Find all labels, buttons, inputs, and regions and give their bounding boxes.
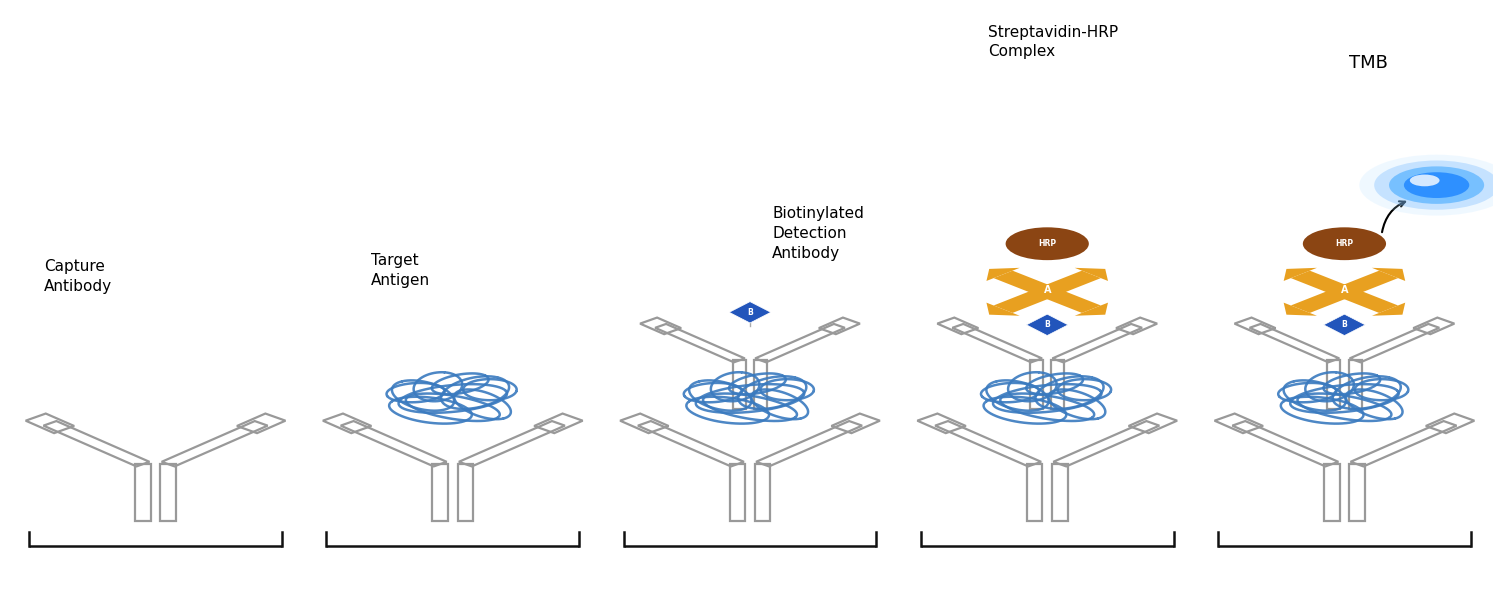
Text: A: A — [1341, 285, 1348, 295]
Text: Streptavidin-HRP
Complex: Streptavidin-HRP Complex — [988, 25, 1118, 59]
Bar — [432, 464, 448, 521]
Circle shape — [1005, 227, 1089, 260]
Text: Biotinylated
Detection
Antibody: Biotinylated Detection Antibody — [772, 206, 864, 261]
Bar — [734, 361, 746, 409]
Polygon shape — [1323, 314, 1365, 335]
Circle shape — [1389, 166, 1484, 204]
Polygon shape — [987, 268, 1020, 281]
Polygon shape — [1074, 302, 1108, 316]
Text: Capture
Antibody: Capture Antibody — [44, 259, 112, 294]
Bar — [160, 464, 176, 521]
Polygon shape — [987, 302, 1020, 316]
Circle shape — [1410, 175, 1440, 186]
Text: Target
Antigen: Target Antigen — [370, 253, 430, 288]
Polygon shape — [1074, 268, 1108, 281]
Text: B: B — [1341, 320, 1347, 329]
Bar — [458, 464, 472, 521]
Bar — [135, 464, 150, 521]
Bar — [1052, 464, 1068, 521]
Polygon shape — [1284, 268, 1317, 281]
Text: TMB: TMB — [1348, 54, 1388, 72]
Text: HRP: HRP — [1038, 239, 1056, 248]
Polygon shape — [1292, 271, 1398, 313]
Polygon shape — [993, 271, 1101, 313]
Text: HRP: HRP — [1335, 239, 1353, 248]
Circle shape — [1404, 172, 1470, 198]
Circle shape — [1359, 155, 1500, 215]
Bar — [1324, 464, 1340, 521]
Polygon shape — [1372, 302, 1406, 316]
Bar — [1350, 464, 1365, 521]
Text: A: A — [1044, 285, 1052, 295]
Circle shape — [1304, 227, 1386, 260]
Polygon shape — [1284, 302, 1317, 316]
Bar — [754, 464, 771, 521]
Polygon shape — [729, 302, 771, 323]
Bar — [1328, 361, 1341, 409]
Polygon shape — [1292, 271, 1398, 313]
Polygon shape — [1372, 268, 1406, 281]
Bar — [1052, 361, 1065, 409]
Polygon shape — [993, 271, 1101, 313]
Bar — [754, 361, 766, 409]
Polygon shape — [1026, 314, 1068, 335]
Bar — [1348, 361, 1362, 409]
Bar — [1028, 464, 1042, 521]
Text: B: B — [747, 308, 753, 317]
Bar — [1030, 361, 1042, 409]
Circle shape — [1374, 161, 1498, 210]
Bar — [729, 464, 746, 521]
Text: B: B — [1044, 320, 1050, 329]
